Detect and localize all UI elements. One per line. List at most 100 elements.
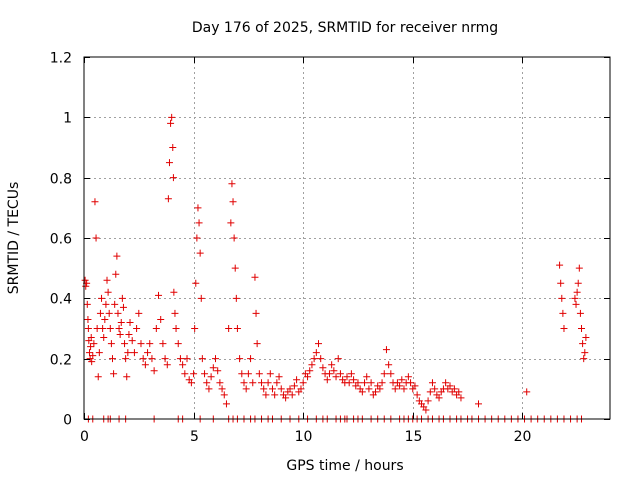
data-point [114,309,122,317]
data-point [275,373,283,381]
data-point [347,370,355,378]
data-point [89,352,97,360]
data-point [196,249,204,257]
data-point [225,325,233,332]
chart-title: Day 176 of 2025, SRMTID for receiver nrm… [192,20,498,36]
data-point [249,379,257,387]
x-tick-label: 5 [190,429,199,445]
data-point [315,340,323,348]
data-point [111,300,119,308]
data-point [363,373,371,381]
y-tick-label: 1.2 [50,51,72,67]
data-point [105,309,113,317]
data-point [81,276,89,284]
data-point [435,394,443,402]
data-point [125,331,133,339]
data-point [266,370,274,378]
data-point [159,340,167,348]
data-point [573,288,581,296]
data-point [108,355,116,363]
data-point [236,355,244,363]
data-point [317,355,325,363]
data-point [581,349,589,357]
data-point [128,337,136,345]
data-point [319,364,327,372]
data-point [312,349,320,357]
data-points [81,113,590,423]
data-point [228,180,236,188]
data-point [558,294,566,302]
y-tick-label: 0 [63,413,72,429]
data-point [424,397,432,405]
data-point [176,355,184,363]
data-point [247,355,255,363]
data-point [582,334,590,342]
data-point [94,373,102,381]
y-tick-label: 0.4 [50,292,72,308]
data-point [230,234,238,242]
data-point [90,340,98,348]
data-point [323,376,331,384]
data-point [130,349,138,357]
data-point [428,379,436,387]
data-point [262,391,270,399]
data-point [198,355,206,363]
data-point [227,219,235,227]
data-point [192,279,200,287]
data-point [179,361,187,369]
data-point [155,291,163,299]
y-tick-label: 1 [63,111,72,127]
data-point [560,325,568,332]
x-axis-label: GPS time / hours [286,458,403,474]
data-point [258,379,266,387]
data-point [107,340,115,348]
x-tick-label: 15 [405,429,423,445]
data-point [169,144,177,151]
data-point [572,300,580,308]
data-point [194,204,202,212]
data-point [96,309,104,317]
data-point [122,355,130,363]
data-point [232,294,240,302]
data-point [118,294,126,302]
data-point [123,373,131,381]
data-point [252,309,260,317]
data-point [116,331,124,339]
data-point [148,355,156,363]
data-point [146,340,154,348]
data-point [290,382,298,390]
data-point [171,309,179,317]
data-point [170,288,178,296]
data-point [82,282,90,290]
data-point [214,367,222,375]
data-point [404,373,412,381]
data-point [277,385,285,393]
data-point [336,370,344,378]
data-point [172,325,180,332]
data-point [231,264,239,272]
data-point [222,400,230,408]
data-point [124,349,132,357]
data-point [240,379,248,387]
data-point [98,294,106,302]
data-point [286,385,294,393]
data-point [167,119,175,127]
data-point [135,309,143,317]
data-point [354,379,362,387]
data-point [411,382,419,390]
data-point [575,264,583,272]
data-point [152,325,160,332]
data-point [203,379,211,387]
data-point [365,385,373,393]
data-point [113,252,121,260]
data-point [141,361,149,369]
x-tick-labels: 0 5 10 15 20 [80,429,531,445]
data-point [571,294,579,302]
data-point [229,198,237,206]
data-point [87,334,95,342]
data-point [161,355,169,363]
data-point [382,346,390,354]
data-point [475,400,482,408]
data-point [106,325,114,332]
data-point [450,385,458,393]
